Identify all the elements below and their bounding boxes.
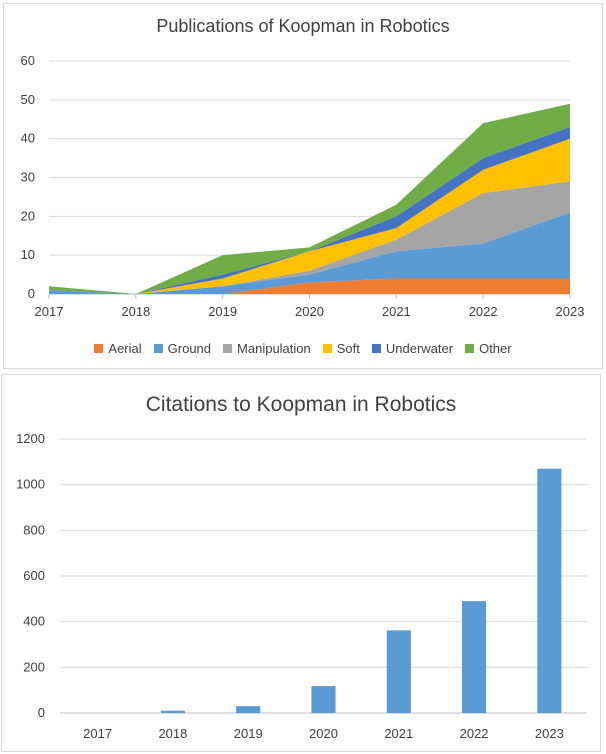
x-tick-label: 2020: [295, 304, 324, 319]
citations-chart-title: Citations to Koopman in Robotics: [145, 393, 457, 416]
legend-item-aerial: Aerial: [94, 340, 142, 357]
legend-swatch: [153, 344, 163, 354]
x-tick-label: 2022: [460, 726, 489, 741]
y-tick-label: 20: [21, 208, 35, 223]
x-tick-label: 2021: [382, 304, 411, 319]
x-tick-label: 2023: [556, 304, 585, 319]
y-tick-label: 30: [21, 170, 35, 185]
bar-2020: [311, 686, 336, 713]
legend-label: Underwater: [385, 341, 454, 357]
area-series-soft: [49, 138, 570, 294]
y-tick-label: 10: [21, 247, 35, 262]
legend-item-soft: Soft: [322, 340, 360, 357]
x-tick-label: 2022: [469, 304, 498, 319]
x-tick-label: 2020: [309, 726, 338, 741]
x-tick-label: 2017: [83, 726, 112, 741]
citations-chart-panel: Citations to Koopman in Robotics 0 200 400…: [1, 374, 601, 752]
y-tick-label: 1200: [16, 431, 45, 446]
y-tick-label: 0: [28, 286, 35, 301]
area-series-manipulation: [49, 181, 570, 294]
legend-swatch: [371, 344, 381, 354]
y-tick-label: 1000: [16, 477, 45, 492]
legend-label: Aerial: [108, 341, 142, 357]
legend-label: Soft: [336, 341, 360, 357]
y-tick-label: 0: [38, 705, 45, 720]
y-tick-label: 40: [21, 131, 35, 146]
area-series-aerial: [49, 278, 570, 294]
publications-chart-title: Publications of Koopman in Robotics: [156, 16, 450, 36]
y-tick-label: 200: [23, 659, 45, 674]
y-tick-label: 60: [21, 53, 35, 68]
legend-item-underwater: Underwater: [371, 340, 454, 357]
area-series-ground: [49, 212, 570, 294]
legend-item-other: Other: [465, 340, 512, 356]
bar-2018: [160, 710, 185, 713]
x-tick-label: 2019: [208, 304, 237, 319]
x-tick-label: 2018: [158, 726, 187, 741]
legend-label: Other: [479, 341, 512, 357]
y-tick-label: 800: [23, 522, 45, 537]
y-tick-label: 50: [21, 92, 35, 107]
bar-2022: [462, 601, 487, 713]
area-series-other: [49, 103, 570, 294]
legend-item-manipulation: Manipulation: [223, 340, 311, 356]
x-tick-label: 2021: [384, 726, 413, 741]
legend-swatch: [322, 344, 332, 354]
bar-2021: [386, 630, 411, 713]
bar-2019: [236, 706, 261, 713]
x-tick-label: 2019: [234, 726, 263, 741]
x-tick-label: 2023: [535, 726, 564, 741]
legend-item-ground: Ground: [153, 340, 212, 357]
citations-bar-chart: 0 200 400 600 800 1000 1200 2017 2018 2019 2020 202…: [16, 431, 587, 741]
legend-swatch: [223, 344, 233, 354]
publications-area-chart: 0 10 20 30 40 50 60 2017 2018 2019 2020 2021 2022 202…: [21, 53, 585, 319]
publications-chart-panel: Publications of Koopman in Robotics 0 10 2…: [3, 3, 603, 369]
legend-swatch: [465, 344, 475, 354]
y-tick-label: 600: [23, 568, 45, 583]
x-tick-label: 2017: [35, 304, 64, 319]
bar-2023: [537, 468, 562, 713]
legend-label: Manipulation: [237, 341, 311, 357]
x-tick-label: 2018: [121, 304, 150, 319]
y-tick-label: 400: [23, 614, 45, 629]
publications-legend: Aerial Ground Manipulation Soft Underwater Ot…: [4, 340, 602, 356]
legend-swatch: [94, 344, 104, 354]
legend-label: Ground: [167, 341, 212, 357]
